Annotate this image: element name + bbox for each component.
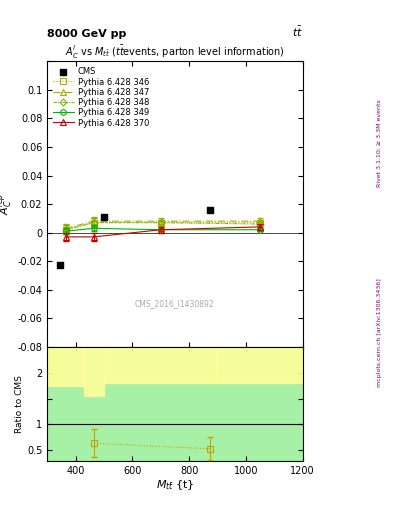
Pythia 6.428 346 [158, 220, 163, 226]
Pythia 6.428 346 [258, 220, 263, 226]
CMS [101, 213, 107, 221]
Y-axis label: $A_C^{lep}$: $A_C^{lep}$ [0, 193, 15, 216]
Title: $A_C^l$ vs $M_{t\bar{t}}$ ($t\bar{t}$events, parton level information): $A_C^l$ vs $M_{t\bar{t}}$ ($t\bar{t}$eve… [65, 45, 285, 61]
Line: Pythia 6.428 349: Pythia 6.428 349 [63, 226, 263, 234]
Pythia 6.428 347 [258, 218, 263, 224]
Text: mcplots.cern.ch [arXiv:1306.3436]: mcplots.cern.ch [arXiv:1306.3436] [377, 279, 382, 387]
Pythia 6.428 370 [258, 224, 263, 230]
Pythia 6.428 348 [92, 220, 96, 226]
Y-axis label: Ratio to CMS: Ratio to CMS [15, 375, 24, 433]
CMS [207, 206, 213, 214]
Pythia 6.428 370 [92, 234, 96, 240]
Line: Pythia 6.428 370: Pythia 6.428 370 [63, 224, 263, 240]
Text: $t\bar{t}$: $t\bar{t}$ [292, 25, 303, 38]
Line: Pythia 6.428 346: Pythia 6.428 346 [63, 220, 263, 232]
Pythia 6.428 347 [63, 225, 68, 231]
Pythia 6.428 348 [258, 221, 263, 227]
Pythia 6.428 346 [63, 227, 68, 233]
Pythia 6.428 349 [63, 228, 68, 234]
Line: Pythia 6.428 347: Pythia 6.428 347 [63, 219, 263, 231]
CMS [57, 261, 63, 269]
Pythia 6.428 349 [258, 227, 263, 233]
Text: 8000 GeV pp: 8000 GeV pp [47, 29, 127, 38]
Pythia 6.428 370 [63, 234, 68, 240]
Text: CMS_2016_I1430892: CMS_2016_I1430892 [135, 300, 215, 308]
Text: Rivet 3.1.10; ≥ 3.3M events: Rivet 3.1.10; ≥ 3.3M events [377, 99, 382, 187]
Legend: CMS, Pythia 6.428 346, Pythia 6.428 347, Pythia 6.428 348, Pythia 6.428 349, Pyt: CMS, Pythia 6.428 346, Pythia 6.428 347,… [51, 66, 151, 129]
Pythia 6.428 346 [92, 220, 96, 226]
Pythia 6.428 349 [92, 225, 96, 231]
Pythia 6.428 348 [158, 220, 163, 226]
Pythia 6.428 349 [158, 227, 163, 233]
Line: Pythia 6.428 348: Pythia 6.428 348 [63, 220, 263, 232]
X-axis label: $M_{t\bar{t}}$ {t}: $M_{t\bar{t}}$ {t} [156, 478, 194, 492]
Pythia 6.428 370 [158, 227, 163, 233]
Pythia 6.428 348 [63, 227, 68, 233]
Pythia 6.428 347 [158, 218, 163, 224]
Pythia 6.428 347 [92, 218, 96, 224]
